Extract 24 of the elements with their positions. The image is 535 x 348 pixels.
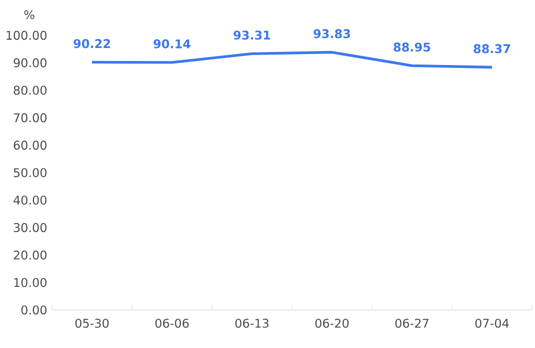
data-label: 93.31 bbox=[234, 30, 270, 40]
x-tick-label: 06-27 bbox=[395, 318, 428, 328]
y-tick-label: 90.00 bbox=[14, 58, 46, 68]
data-label: 90.22 bbox=[74, 39, 110, 48]
y-tick-label: 50.00 bbox=[14, 168, 46, 178]
x-tick-label: 07-04 bbox=[475, 318, 509, 328]
y-tick-label: 0.00 bbox=[21, 305, 46, 315]
data-label: 88.95 bbox=[394, 42, 430, 52]
x-tick-label: 06-06 bbox=[155, 318, 189, 328]
y-tick-label: 20.00 bbox=[14, 250, 46, 260]
x-tick-label: 05-30 bbox=[75, 318, 109, 328]
y-tick-label: 40.00 bbox=[14, 196, 46, 205]
y-tick-label: 80.00 bbox=[14, 86, 46, 95]
data-label: 90.14 bbox=[154, 39, 190, 48]
y-tick-label: 60.00 bbox=[14, 140, 46, 150]
y-tick-label: 10.00 bbox=[14, 278, 46, 288]
data-label: 88.37 bbox=[474, 44, 510, 54]
data-label: 93.83 bbox=[314, 29, 350, 38]
x-tick-label: 06-13 bbox=[235, 318, 268, 328]
y-tick-label: 30.00 bbox=[14, 223, 46, 232]
y-axis-title: % bbox=[24, 10, 34, 20]
y-tick-label: 70.00 bbox=[14, 113, 46, 122]
x-tick-label: 06-20 bbox=[315, 318, 349, 328]
y-tick-label: 100.00 bbox=[6, 30, 46, 40]
